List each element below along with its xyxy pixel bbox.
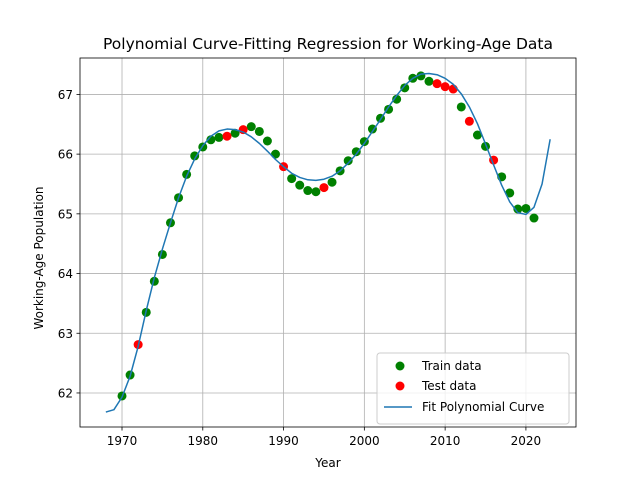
- legend-label-test-data: Test data: [421, 379, 476, 393]
- series-layer: [105, 71, 551, 413]
- point-train-data-2005: [400, 83, 410, 93]
- legend-item-test-data: Test data: [395, 379, 476, 393]
- point-test-data-1983: [222, 131, 232, 141]
- series-line-fit-polynomial-curve: [105, 72, 551, 413]
- point-train-data-1999: [351, 147, 361, 157]
- x-axis-label: Year: [314, 456, 340, 470]
- point-train-data-2008: [424, 76, 434, 86]
- x-tick-label-1970: 1970: [107, 434, 138, 448]
- legend-marker-test-data: [395, 381, 405, 391]
- point-train-data-1991: [287, 174, 297, 184]
- legend: Train data Test data Fit Polynomial Curv…: [376, 352, 570, 425]
- x-axis: 1970 1980 1990 2000 2010 2020: [107, 427, 541, 448]
- point-train-data-2012: [456, 102, 466, 112]
- point-train-data-2004: [392, 94, 402, 104]
- legend-label-train-data: Train data: [421, 359, 482, 373]
- point-test-data-2009: [432, 79, 442, 89]
- point-train-data-2020: [521, 203, 531, 213]
- legend-item-train-data: Train data: [395, 359, 482, 373]
- y-tick-label-63: 63: [58, 327, 73, 341]
- point-train-data-1979: [190, 151, 200, 161]
- x-tick-label-2010: 2010: [430, 434, 461, 448]
- y-tick-label-66: 66: [58, 148, 73, 162]
- x-tick-label-1980: 1980: [188, 434, 219, 448]
- point-train-data-1992: [295, 180, 305, 190]
- y-tick-label-64: 64: [58, 267, 73, 281]
- point-train-data-1987: [254, 126, 264, 136]
- legend-item-fit-polynomial-curve: Fit Polynomial Curve: [384, 400, 544, 414]
- x-tick-label-2000: 2000: [349, 434, 380, 448]
- point-train-data-1996: [327, 177, 337, 187]
- point-train-data-2019: [513, 204, 523, 214]
- point-train-data-1994: [311, 187, 321, 197]
- point-train-data-1974: [149, 276, 159, 286]
- point-train-data-1988: [262, 136, 272, 146]
- legend-label-fit-polynomial-curve: Fit Polynomial Curve: [422, 400, 544, 414]
- point-train-data-1982: [214, 132, 224, 142]
- y-axis-label: Working-Age Population: [32, 186, 46, 329]
- point-test-data-2013: [464, 116, 474, 126]
- point-train-data-1986: [246, 122, 256, 132]
- y-tick-label-65: 65: [58, 207, 73, 221]
- series-fit-polynomial-curve: [105, 72, 551, 413]
- point-train-data-2021: [529, 213, 539, 223]
- point-train-data-2014: [472, 130, 482, 140]
- point-train-data-2018: [505, 188, 515, 198]
- x-tick-label-2020: 2020: [511, 434, 542, 448]
- y-axis: 62 63 64 65 66 67: [58, 88, 80, 400]
- y-tick-label-62: 62: [58, 386, 73, 400]
- point-test-data-1995: [319, 183, 329, 193]
- point-train-data-1993: [303, 186, 313, 196]
- plot-frame: [79, 57, 577, 428]
- legend-marker-train-data: [395, 361, 405, 371]
- point-test-data-2010: [440, 82, 450, 92]
- x-tick-label-1990: 1990: [268, 434, 299, 448]
- chart-title: Polynomial Curve-Fitting Regression for …: [103, 35, 553, 53]
- point-train-data-1998: [343, 156, 353, 166]
- legend-box: [376, 352, 570, 425]
- y-tick-label-67: 67: [58, 88, 73, 102]
- point-train-data-1981: [206, 135, 216, 145]
